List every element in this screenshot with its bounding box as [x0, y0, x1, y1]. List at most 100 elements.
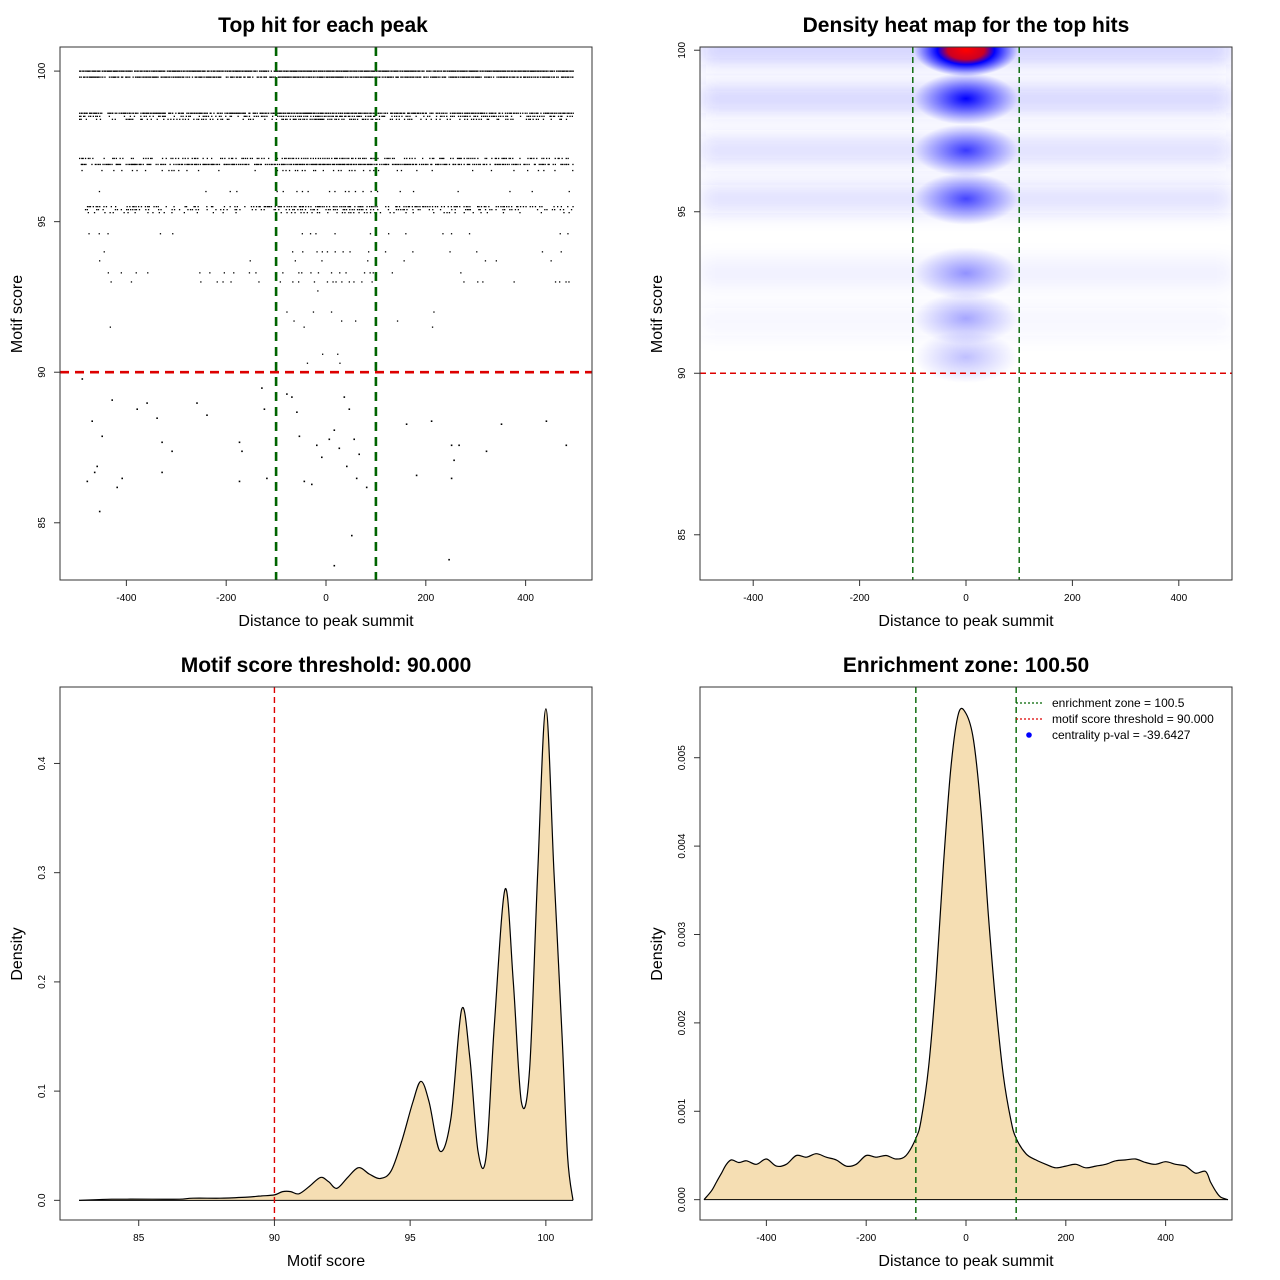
scatter-point: [567, 206, 569, 208]
scatter-point: [196, 112, 198, 114]
scatter-point: [459, 70, 461, 72]
scatter-point: [543, 70, 545, 72]
scatter-point: [504, 70, 506, 72]
scatter-point: [544, 163, 546, 166]
scatter-point: [323, 118, 325, 120]
scatter-point: [545, 70, 547, 72]
scatter-point: [231, 76, 234, 78]
scatter-point: [388, 76, 390, 78]
scatter-point: [567, 112, 569, 114]
scatter-point: [418, 163, 421, 166]
scatter-point: [279, 70, 281, 72]
distance-density-xtick-label: 400: [1157, 1233, 1174, 1244]
scatter-point: [536, 70, 538, 72]
scatter-point: [526, 163, 528, 166]
scatter-point: [241, 70, 243, 72]
scatter-point: [339, 206, 341, 208]
scatter-point: [377, 70, 379, 72]
scatter-point: [134, 70, 136, 72]
scatter-point: [541, 76, 543, 78]
scatter-point: [352, 157, 354, 160]
scatter-point: [292, 281, 294, 283]
scatter-point: [230, 112, 232, 114]
scatter-point: [358, 453, 360, 456]
scatter-point: [169, 163, 171, 166]
scatter-point: [170, 118, 172, 120]
scatter-point: [206, 157, 208, 160]
scatter-point: [274, 163, 276, 166]
scatter-point: [81, 169, 83, 172]
scatter-point: [370, 70, 372, 72]
scatter-point: [172, 157, 174, 160]
scatter-point: [307, 112, 309, 114]
scatter-point: [87, 70, 89, 72]
scatter-point: [220, 115, 222, 117]
scatter-point: [395, 118, 398, 120]
scatter-point: [156, 118, 158, 120]
scatter-point: [327, 209, 330, 211]
scatter-point: [103, 157, 105, 160]
scatter-point: [494, 112, 496, 114]
scatter-point: [411, 118, 413, 120]
scatter-point: [346, 70, 348, 72]
scatter-point: [206, 76, 208, 78]
scatter-point: [550, 115, 552, 117]
scatter-point: [237, 115, 239, 117]
scatter-point: [370, 163, 372, 166]
scatter-point: [223, 163, 225, 166]
scatter-point: [140, 70, 142, 72]
scatter-point: [409, 157, 411, 160]
scatter-point: [195, 163, 197, 166]
scatter-xtick-label: 400: [517, 593, 534, 604]
scatter-point: [305, 70, 307, 72]
scatter-point: [379, 112, 381, 114]
scatter-point: [270, 206, 273, 208]
scatter-point: [516, 206, 518, 208]
scatter-point: [527, 70, 530, 72]
scatter-point: [337, 353, 339, 355]
scatter-point: [321, 115, 323, 117]
scatter-point: [111, 118, 114, 120]
scatter-point: [114, 76, 116, 78]
scatter-point: [533, 76, 535, 78]
scatter-point: [100, 76, 102, 78]
scatter-point: [547, 112, 550, 114]
scatter-point: [481, 115, 483, 117]
scatter-point: [349, 115, 351, 117]
scatter-point: [83, 115, 85, 117]
scatter-point: [151, 157, 153, 160]
scatter-point: [186, 169, 188, 172]
scatter-point: [319, 118, 321, 120]
scatter-point: [270, 112, 272, 114]
scatter-point: [351, 157, 353, 160]
scatter-point: [378, 70, 380, 72]
scatter-point: [537, 118, 539, 120]
scatter-point: [125, 112, 127, 114]
scatter-point: [156, 70, 158, 72]
scatter-point: [349, 206, 352, 208]
scatter-point: [216, 112, 219, 114]
scatter-point: [239, 70, 241, 72]
scatter-point: [98, 163, 100, 166]
scatter-point: [187, 209, 189, 211]
scatter-point: [87, 70, 90, 72]
scatter-point: [110, 281, 112, 283]
scatter-point: [303, 326, 305, 328]
scatter-point: [450, 76, 452, 78]
scatter-point: [416, 76, 418, 78]
scatter-point: [263, 206, 265, 208]
scatter-point: [406, 209, 408, 211]
scatter-point: [420, 70, 422, 72]
scatter-point: [195, 70, 197, 72]
scatter-point: [565, 157, 567, 160]
scatter-point: [342, 209, 344, 211]
scatter-point: [325, 115, 327, 117]
scatter-point: [126, 209, 128, 211]
scatter-point: [469, 70, 472, 72]
score-density-title: Motif score threshold: 90.000: [181, 654, 472, 677]
scatter-point: [439, 157, 441, 160]
scatter-point: [361, 70, 364, 72]
scatter-point: [486, 212, 488, 214]
scatter-point: [91, 76, 93, 78]
